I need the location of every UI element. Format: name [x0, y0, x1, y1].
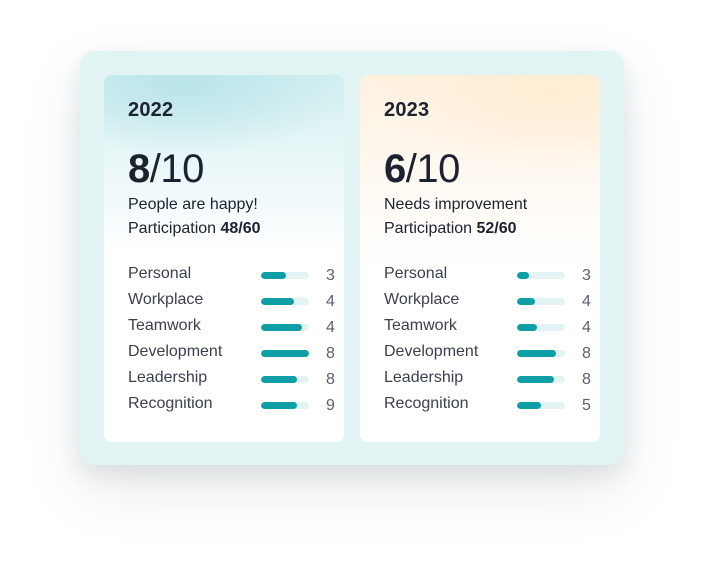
metric-row-recognition: Recognition 5	[384, 394, 592, 420]
metric-value: 3	[326, 267, 335, 284]
metric-label: Development	[384, 343, 479, 360]
metric-bar-fill	[261, 376, 298, 383]
metric-bar	[517, 324, 565, 331]
metric-bar	[261, 402, 309, 409]
metric-row-teamwork: Teamwork 4	[384, 316, 592, 342]
metric-value: 8	[326, 371, 335, 388]
metric-value: 3	[582, 267, 591, 284]
metric-bar	[261, 272, 309, 279]
participation-value: 48/60	[220, 220, 261, 237]
metric-bar-fill	[261, 298, 294, 305]
metric-row-personal: Personal 3	[128, 264, 336, 290]
metric-bar-fill	[517, 272, 529, 279]
metric-label: Workplace	[384, 291, 460, 308]
metric-label: Leadership	[128, 369, 208, 386]
metric-value: 4	[326, 293, 335, 310]
score-value: 6	[384, 147, 406, 191]
score-max: /10	[149, 147, 205, 191]
metric-row-workplace: Workplace 4	[128, 290, 336, 316]
metric-bar-fill	[261, 402, 298, 409]
metric-row-personal: Personal 3	[384, 264, 592, 290]
metric-label: Development	[128, 343, 223, 360]
score-tagline: Needs improvement	[384, 196, 528, 213]
metric-bar	[261, 298, 309, 305]
metric-value: 8	[582, 371, 591, 388]
metric-bar-fill	[517, 350, 557, 357]
metric-bar-fill	[261, 350, 309, 357]
metric-value: 8	[326, 345, 335, 362]
metric-bar	[261, 350, 309, 357]
metric-label: Teamwork	[128, 317, 201, 334]
metric-bar-fill	[517, 376, 555, 383]
metric-label: Personal	[384, 265, 448, 282]
metric-row-leadership: Leadership 8	[384, 368, 592, 394]
participation-label: Participation	[128, 220, 217, 237]
participation-value: 52/60	[476, 220, 517, 237]
metric-list: Personal 3 Workplace 4 Teamwork 4 Develo…	[128, 264, 336, 420]
metric-label: Recognition	[384, 395, 469, 412]
overall-score: 6/10	[384, 145, 460, 193]
metric-label: Leadership	[384, 369, 464, 386]
metric-list: Personal 3 Workplace 4 Teamwork 4 Develo…	[384, 264, 592, 420]
score-value: 8	[128, 147, 150, 191]
participation-label: Participation	[384, 220, 473, 237]
metric-bar	[517, 376, 565, 383]
card-year: 2022	[128, 99, 174, 121]
metric-row-leadership: Leadership 8	[128, 368, 336, 394]
metric-row-teamwork: Teamwork 4	[128, 316, 336, 342]
survey-results-panel: 2022 8/10 People are happy! Participatio…	[80, 51, 624, 465]
metric-bar	[517, 402, 565, 409]
card-year: 2023	[384, 99, 430, 121]
metric-bar	[517, 298, 565, 305]
metric-bar-fill	[261, 272, 286, 279]
score-max: /10	[405, 147, 461, 191]
metric-row-development: Development 8	[384, 342, 592, 368]
overall-score: 8/10	[128, 145, 204, 193]
metric-value: 9	[326, 397, 335, 414]
metric-value: 4	[582, 319, 591, 336]
metric-bar-fill	[517, 402, 541, 409]
metric-value: 4	[582, 293, 591, 310]
metric-bar	[261, 324, 309, 331]
metric-row-recognition: Recognition 9	[128, 394, 336, 420]
score-tagline: People are happy!	[128, 196, 258, 213]
metric-label: Teamwork	[384, 317, 457, 334]
year-card-2022: 2022 8/10 People are happy! Participatio…	[104, 75, 344, 442]
metric-bar-fill	[261, 324, 302, 331]
participation: Participation 48/60	[128, 219, 261, 239]
metric-value: 8	[582, 345, 591, 362]
metric-bar-fill	[517, 298, 536, 305]
metric-bar	[261, 376, 309, 383]
participation: Participation 52/60	[384, 219, 517, 239]
metric-value: 4	[326, 319, 335, 336]
year-card-2023: 2023 6/10 Needs improvement Participatio…	[360, 75, 600, 442]
metric-label: Personal	[128, 265, 192, 282]
metric-label: Workplace	[128, 291, 204, 308]
metric-bar	[517, 272, 565, 279]
metric-label: Recognition	[128, 395, 213, 412]
metric-bar	[517, 350, 565, 357]
metric-value: 5	[582, 397, 591, 414]
metric-row-development: Development 8	[128, 342, 336, 368]
metric-bar-fill	[517, 324, 538, 331]
metric-row-workplace: Workplace 4	[384, 290, 592, 316]
